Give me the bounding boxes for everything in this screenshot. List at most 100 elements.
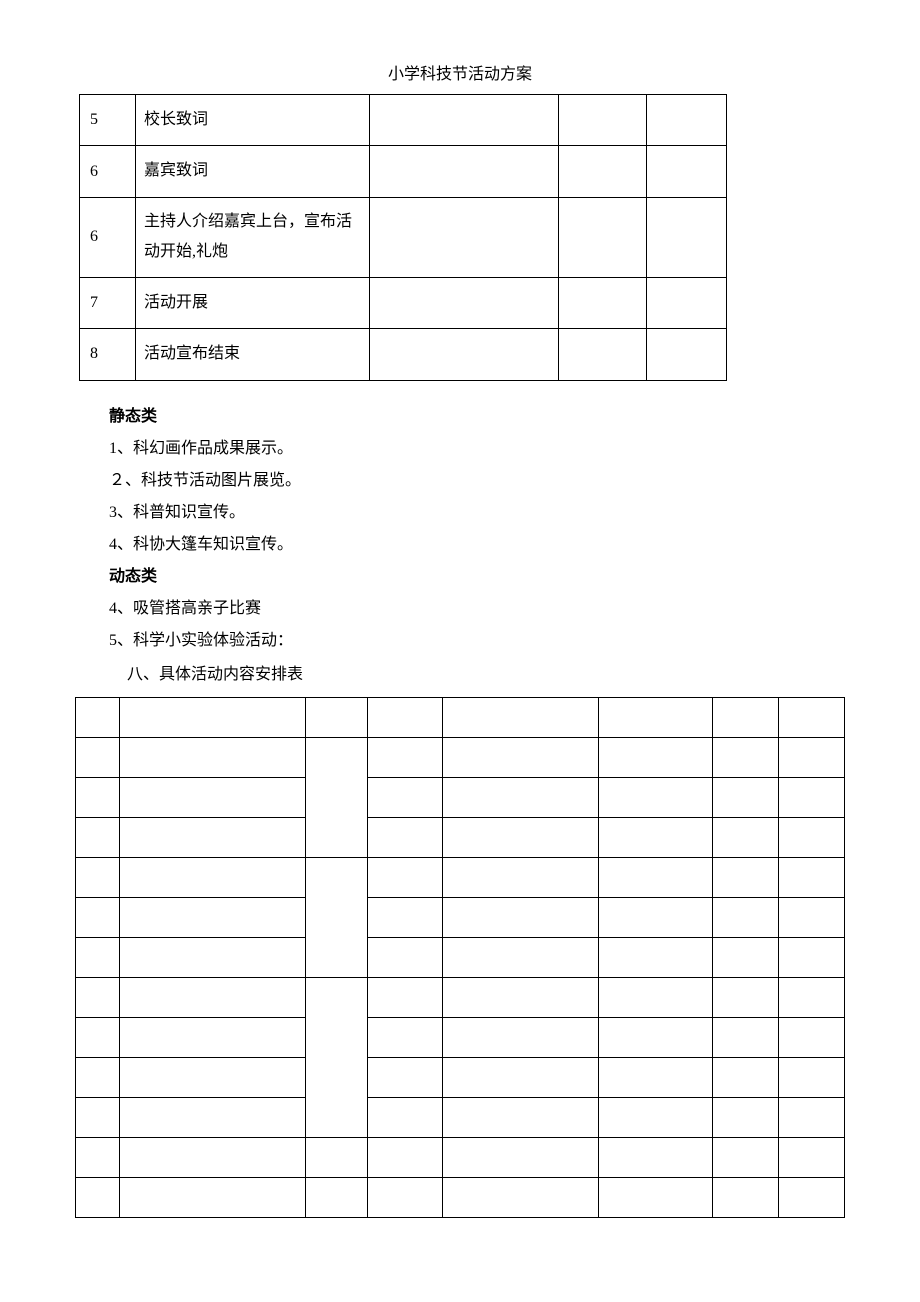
schedule-cell [76,1177,120,1217]
row-cell [647,146,727,197]
schedule-cell [779,857,845,897]
page-title: 小学科技节活动方案 [75,60,845,84]
schedule-cell [443,937,599,977]
schedule-cell [119,777,305,817]
schedule-cell [76,1097,120,1137]
schedule-cell [713,1057,779,1097]
row-cell [369,95,559,146]
schedule-table [75,697,845,1218]
schedule-cell [779,777,845,817]
row-cell [559,95,647,146]
schedule-cell [443,1177,599,1217]
schedule-cell [713,977,779,1017]
row-number: 8 [80,329,136,380]
schedule-cell [119,1017,305,1057]
schedule-cell [599,897,713,937]
table-row [76,737,845,777]
schedule-cell [713,817,779,857]
schedule-cell [599,1137,713,1177]
schedule-section-title: 八、具体活动内容安排表 [127,659,845,691]
schedule-cell [76,777,120,817]
schedule-cell [367,937,443,977]
schedule-cell [76,697,120,737]
schedule-cell [305,697,367,737]
schedule-cell [599,1097,713,1137]
schedule-cell [599,737,713,777]
table-row [76,817,845,857]
schedule-cell [599,1057,713,1097]
schedule-cell [443,777,599,817]
schedule-cell [443,817,599,857]
schedule-cell [119,1097,305,1137]
schedule-cell [779,1017,845,1057]
agenda-table: 5校长致词6嘉宾致词6主持人介绍嘉宾上台，宣布活动开始,礼炮7活动开展8活动宣布… [79,94,727,381]
schedule-cell [443,897,599,937]
table-row: 8活动宣布结束 [80,329,727,380]
schedule-cell [305,1137,367,1177]
schedule-cell [443,1057,599,1097]
schedule-cell [76,937,120,977]
schedule-cell [779,937,845,977]
table-row [76,777,845,817]
table-row: 6主持人介绍嘉宾上台，宣布活动开始,礼炮 [80,197,727,277]
schedule-cell [779,737,845,777]
static-item: 4、科协大篷车知识宣传。 [109,529,845,561]
schedule-cell [367,777,443,817]
schedule-cell [367,1057,443,1097]
schedule-cell [119,1137,305,1177]
schedule-cell [119,817,305,857]
table-row: 6嘉宾致词 [80,146,727,197]
schedule-cell [76,1137,120,1177]
row-description: 主持人介绍嘉宾上台，宣布活动开始,礼炮 [135,197,369,277]
schedule-cell [119,937,305,977]
schedule-cell [443,1137,599,1177]
row-cell [647,277,727,328]
schedule-cell [443,1097,599,1137]
schedule-cell [76,1057,120,1097]
row-cell [369,329,559,380]
row-cell [559,329,647,380]
schedule-cell [713,697,779,737]
schedule-cell [119,1177,305,1217]
row-description: 活动开展 [135,277,369,328]
schedule-cell [443,737,599,777]
schedule-cell [367,737,443,777]
schedule-cell [119,977,305,1017]
schedule-cell [599,1017,713,1057]
schedule-cell [713,897,779,937]
schedule-cell [76,897,120,937]
schedule-cell [305,1177,367,1217]
row-number: 5 [80,95,136,146]
row-description: 活动宣布结束 [135,329,369,380]
schedule-cell [779,1057,845,1097]
row-description: 校长致词 [135,95,369,146]
schedule-cell [119,1057,305,1097]
schedule-cell [713,1177,779,1217]
schedule-cell [367,1097,443,1137]
schedule-cell [779,1177,845,1217]
schedule-cell [779,1137,845,1177]
schedule-cell [367,697,443,737]
row-cell [559,197,647,277]
schedule-cell [779,977,845,1017]
schedule-cell [599,777,713,817]
schedule-cell [599,977,713,1017]
row-cell [369,146,559,197]
schedule-cell [443,1017,599,1057]
table-row [76,977,845,1017]
dynamic-item: 5、科学小实验体验活动： [109,625,845,657]
table-row [76,1057,845,1097]
schedule-cell [599,1177,713,1217]
schedule-cell [76,1017,120,1057]
schedule-cell [599,857,713,897]
schedule-cell [367,817,443,857]
schedule-cell [713,1097,779,1137]
schedule-cell [779,817,845,857]
row-number: 7 [80,277,136,328]
schedule-cell [119,697,305,737]
schedule-cell [76,977,120,1017]
schedule-cell [599,697,713,737]
table-row [76,937,845,977]
schedule-table-body [76,697,845,1217]
table-row: 5校长致词 [80,95,727,146]
